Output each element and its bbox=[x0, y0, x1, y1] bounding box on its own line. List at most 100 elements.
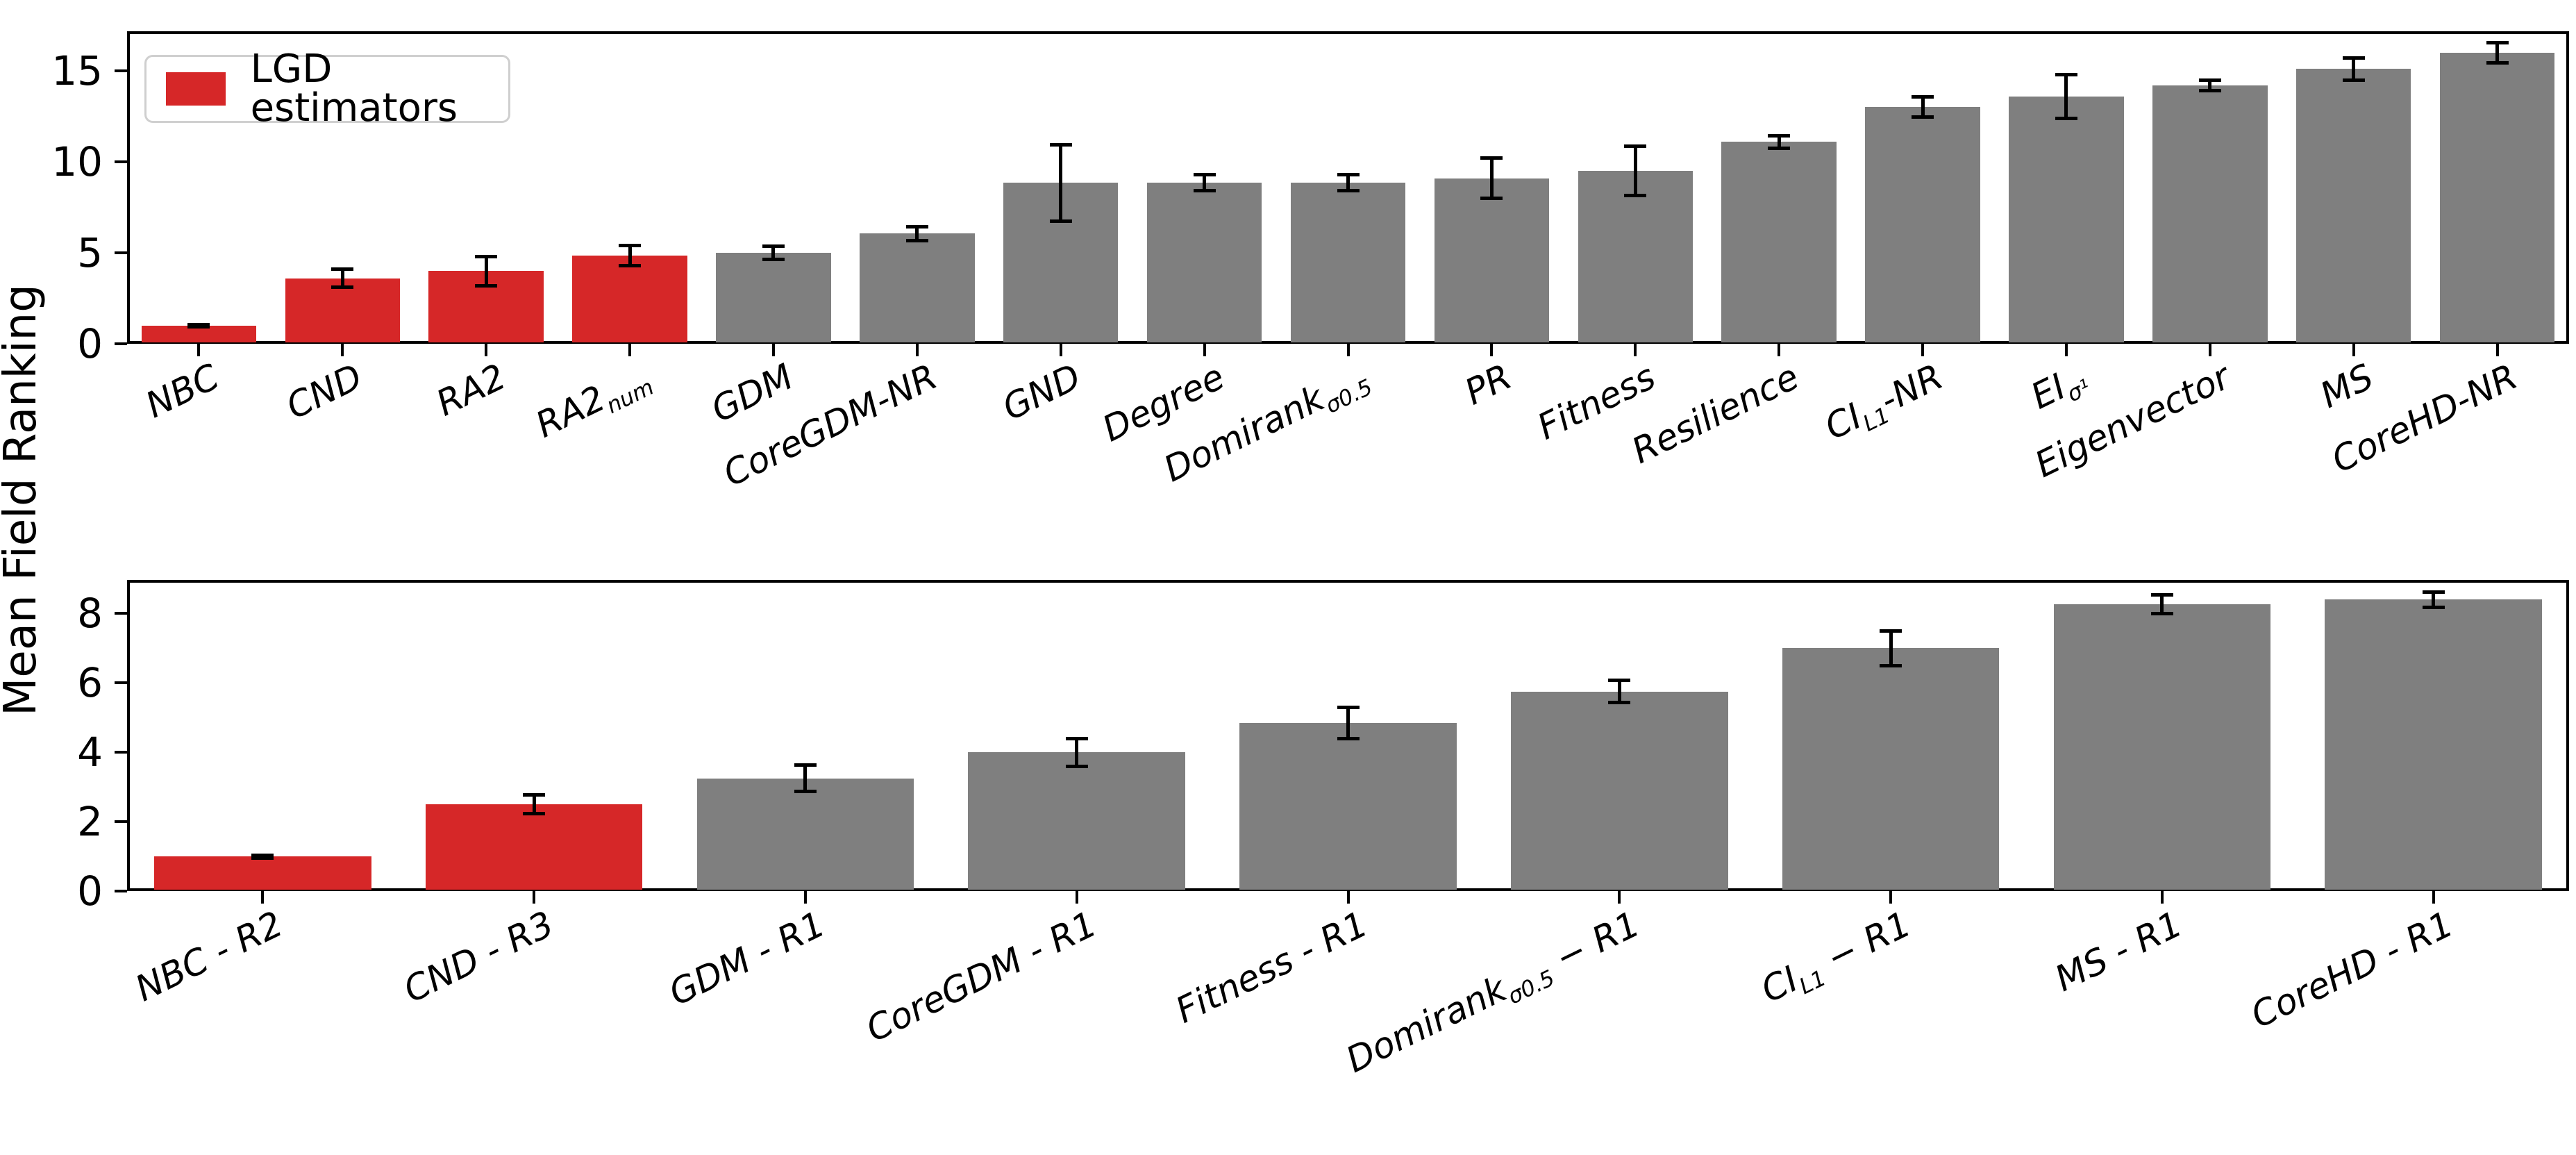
x-tick-mark bbox=[771, 344, 775, 356]
error-bar-cap bbox=[1912, 95, 1934, 99]
x-tick-mark bbox=[2208, 344, 2211, 356]
y-tick-mark bbox=[115, 251, 127, 254]
error-bar bbox=[1921, 97, 1925, 117]
error-bar bbox=[1346, 174, 1350, 191]
error-bar bbox=[484, 256, 488, 286]
error-bar-cap bbox=[619, 263, 642, 267]
x-tick-mark bbox=[803, 891, 807, 904]
x-tick-mark bbox=[915, 344, 919, 356]
x-tick-mark bbox=[485, 344, 488, 356]
x-tick-label: CIL1 − R1 bbox=[1755, 904, 1918, 1011]
error-bar bbox=[1777, 135, 1781, 149]
error-bar-cap bbox=[2422, 605, 2445, 609]
x-tick-mark bbox=[1618, 891, 1621, 904]
y-tick-label: 10 bbox=[51, 138, 103, 185]
error-bar-cap bbox=[2198, 78, 2221, 82]
bar-gdm bbox=[716, 253, 831, 342]
x-tick-mark bbox=[2432, 891, 2435, 904]
legend-color-swatch bbox=[166, 72, 226, 106]
x-tick-label: Fitness - R1 bbox=[1169, 904, 1375, 1032]
error-bar-cap bbox=[762, 257, 785, 261]
bar-cnd-r3 bbox=[425, 804, 643, 890]
y-tick-label: 2 bbox=[77, 798, 103, 845]
error-bar-cap bbox=[1608, 701, 1631, 704]
bar-coregdm-nr bbox=[860, 233, 975, 342]
error-bar-cap bbox=[187, 322, 210, 326]
legend-label: LGD estimators bbox=[250, 47, 458, 131]
x-tick-mark bbox=[1203, 344, 1206, 356]
error-bar bbox=[915, 226, 919, 241]
y-tick-mark bbox=[115, 612, 127, 615]
x-tick-label: GDM bbox=[705, 356, 801, 431]
error-bar-cap bbox=[2150, 611, 2173, 615]
y-tick-label: 4 bbox=[77, 729, 103, 776]
x-tick-label: PR bbox=[1459, 356, 1519, 414]
error-bar-cap bbox=[1624, 193, 1647, 197]
x-tick-label: CND - R3 bbox=[398, 904, 561, 1012]
y-tick-mark bbox=[115, 69, 127, 72]
bar-corehd-r1 bbox=[2325, 599, 2542, 890]
error-bar bbox=[2432, 592, 2436, 607]
error-bar-cap bbox=[1608, 679, 1631, 682]
error-bar bbox=[2495, 42, 2500, 63]
error-bar-cap bbox=[794, 790, 817, 793]
y-tick-mark bbox=[115, 681, 127, 684]
bar-eigenvector bbox=[2152, 85, 2268, 342]
x-tick-label: RA2 bbox=[430, 356, 513, 425]
error-bar-cap bbox=[2150, 592, 2173, 597]
error-bar bbox=[2352, 58, 2356, 81]
error-bar-cap bbox=[331, 285, 354, 290]
error-bar-cap bbox=[905, 224, 928, 228]
error-bar-cap bbox=[251, 856, 274, 860]
x-tick-label: MS - R1 bbox=[2048, 904, 2189, 1000]
x-tick-mark bbox=[628, 344, 632, 356]
error-bar-cap bbox=[187, 324, 210, 329]
bar-pr bbox=[1434, 178, 1550, 342]
x-tick-label: Domirankσ0.5 − R1 bbox=[1339, 904, 1646, 1081]
x-tick-mark bbox=[341, 344, 344, 356]
bar-corehd-nr bbox=[2439, 52, 2555, 342]
error-bar bbox=[2208, 80, 2212, 91]
x-tick-mark bbox=[1634, 344, 1637, 356]
bar-nbc-r2 bbox=[154, 856, 371, 890]
error-bar bbox=[1346, 707, 1350, 738]
error-bar bbox=[803, 765, 808, 792]
error-bar-cap bbox=[905, 239, 928, 243]
error-bar-cap bbox=[2486, 60, 2509, 65]
error-bar-cap bbox=[331, 267, 354, 272]
x-tick-label: GDM - R1 bbox=[663, 904, 833, 1015]
error-bar-cap bbox=[1880, 629, 1902, 633]
error-bar bbox=[1203, 174, 1207, 191]
error-bar-cap bbox=[523, 793, 546, 797]
bar-nbc bbox=[141, 325, 257, 342]
error-bar-cap bbox=[1480, 156, 1503, 160]
error-bar bbox=[1617, 680, 1621, 703]
x-tick-label: CoreGDM - R1 bbox=[860, 904, 1103, 1051]
error-bar-cap bbox=[2486, 40, 2509, 44]
y-tick-label: 0 bbox=[77, 867, 103, 915]
error-bar-cap bbox=[2342, 56, 2365, 60]
x-tick-label: CIL1-NR bbox=[1818, 356, 1950, 449]
error-bar-cap bbox=[1193, 189, 1216, 193]
x-tick-mark bbox=[1346, 891, 1350, 904]
x-tick-label: RA2num bbox=[530, 374, 658, 447]
error-bar bbox=[1633, 146, 1637, 196]
error-bar-cap bbox=[619, 244, 642, 248]
bar-fitness-r1 bbox=[1239, 722, 1457, 890]
error-bar-cap bbox=[523, 812, 546, 815]
y-tick-label: 15 bbox=[51, 47, 103, 94]
error-bar-cap bbox=[475, 283, 498, 288]
x-tick-mark bbox=[2160, 891, 2164, 904]
error-bar-cap bbox=[1065, 736, 1088, 740]
x-tick-mark bbox=[1921, 344, 1925, 356]
x-tick-mark bbox=[261, 891, 265, 904]
error-bar bbox=[1889, 631, 1893, 665]
x-tick-label: EIσ¹ bbox=[2025, 366, 2095, 418]
y-tick-mark bbox=[115, 751, 127, 754]
error-bar bbox=[628, 245, 632, 266]
error-bar-cap bbox=[794, 763, 817, 767]
error-bar-cap bbox=[1768, 133, 1791, 138]
error-bar-cap bbox=[2422, 590, 2445, 594]
x-tick-label: CND bbox=[280, 356, 369, 428]
